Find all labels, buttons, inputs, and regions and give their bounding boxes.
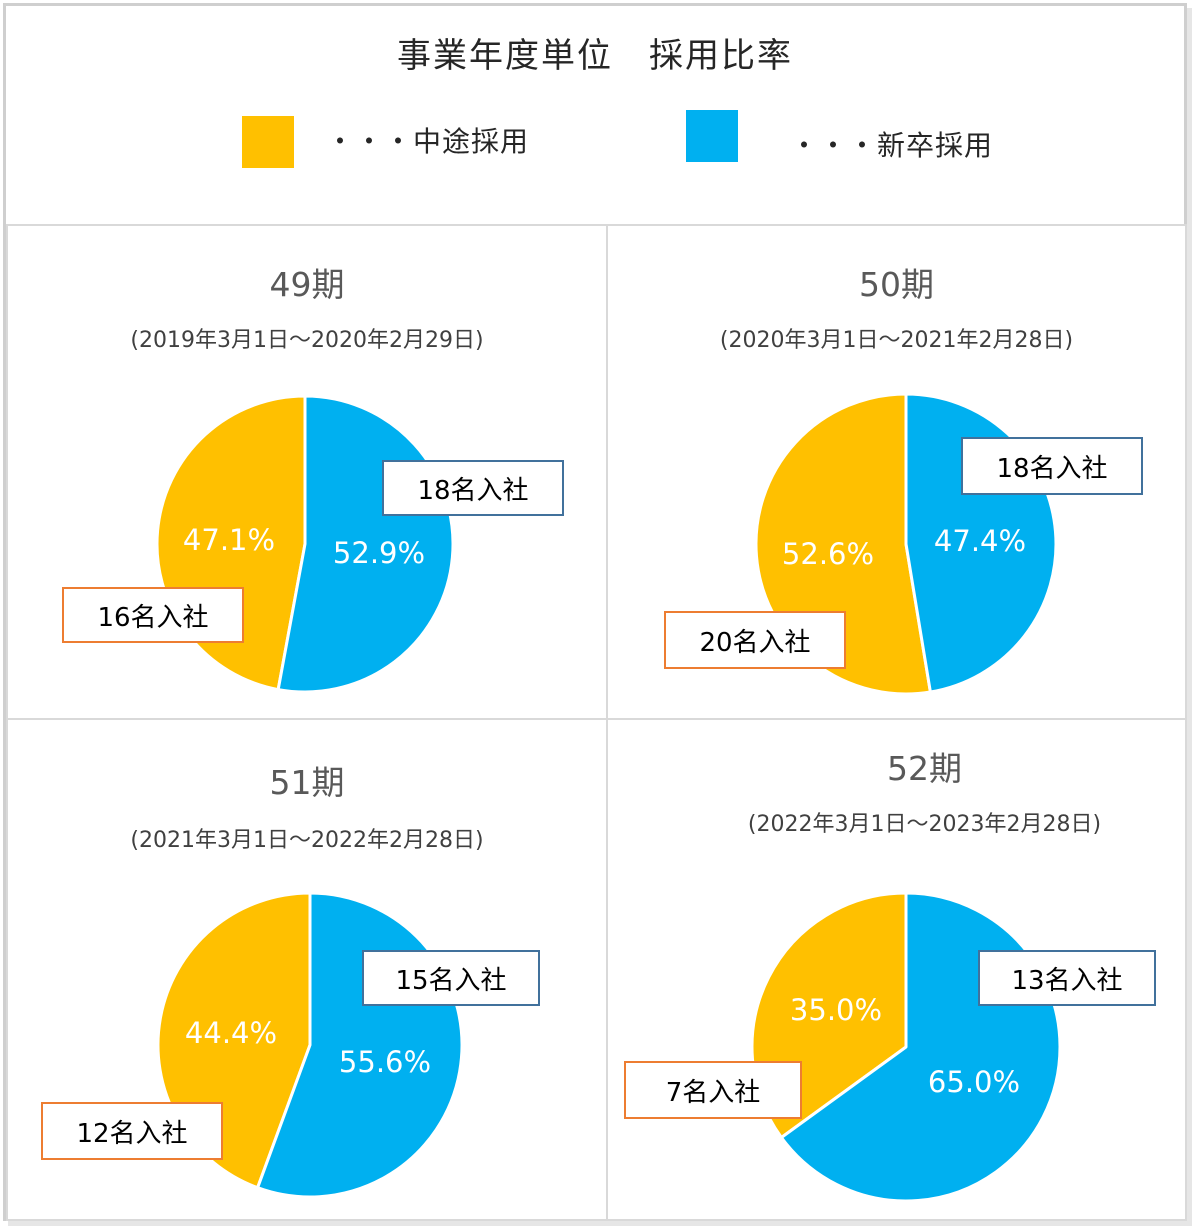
header: 事業年度単位 採用比率 ・・・中途採用 ・・・新卒採用 [6,6,1184,224]
pct-label-mid-career: 47.1% [182,523,276,557]
panel-49: 49期 (2019年3月1日～2020年2月29日) 47.1% 52.9% 1… [6,224,608,720]
period-range: (2019年3月1日～2020年2月29日) [130,328,484,353]
panel-52: 52期 (2022年3月1日～2023年2月28日) 35.0% 65.0% 1… [606,718,1187,1221]
legend-label-mid-career: ・・・中途採用 [326,125,530,158]
pct-label-new-grad: 47.4% [933,524,1027,558]
panel-51: 51期 (2021年3月1日～2022年2月28日) 44.4% 55.6% 1… [6,718,608,1221]
period-title: 50期 [859,265,934,304]
panel-50: 50期 (2020年3月1日～2021年2月28日) 52.6% 47.4% 1… [606,224,1187,720]
count-label-mid-career: 12名入社 [41,1102,223,1160]
pct-label-mid-career: 44.4% [184,1016,278,1050]
pct-label-new-grad: 52.9% [332,536,426,570]
pct-label-new-grad: 65.0% [927,1065,1021,1099]
period-title: 49期 [269,265,345,304]
count-label-mid-career: 7名入社 [624,1061,802,1119]
frame-shadow-bottom [8,1221,1192,1226]
count-label-new-grad: 18名入社 [382,460,564,516]
period-title: 51期 [269,763,345,802]
period-range: (2021年3月1日～2022年2月28日) [130,828,484,853]
main-title: 事業年度単位 採用比率 [397,36,793,76]
period-range: (2020年3月1日～2021年2月28日) [719,328,1074,353]
count-label-new-grad: 15名入社 [362,950,540,1006]
pct-label-mid-career: 35.0% [789,993,883,1027]
legend-label-new-grad: ・・・新卒採用 [790,129,994,162]
legend-swatch-mid-career [242,116,294,168]
count-label-mid-career: 16名入社 [62,587,244,643]
count-label-new-grad: 18名入社 [961,437,1143,495]
count-label-new-grad: 13名入社 [978,950,1156,1006]
period-range: (2022年3月1日～2023年2月28日) [747,812,1102,837]
pct-label-mid-career: 52.6% [781,537,875,571]
count-label-mid-career: 20名入社 [664,611,846,669]
legend-swatch-new-grad [686,110,738,162]
frame-shadow-right [1187,8,1192,1224]
period-title: 52期 [887,749,962,788]
pct-label-new-grad: 55.6% [338,1045,432,1079]
